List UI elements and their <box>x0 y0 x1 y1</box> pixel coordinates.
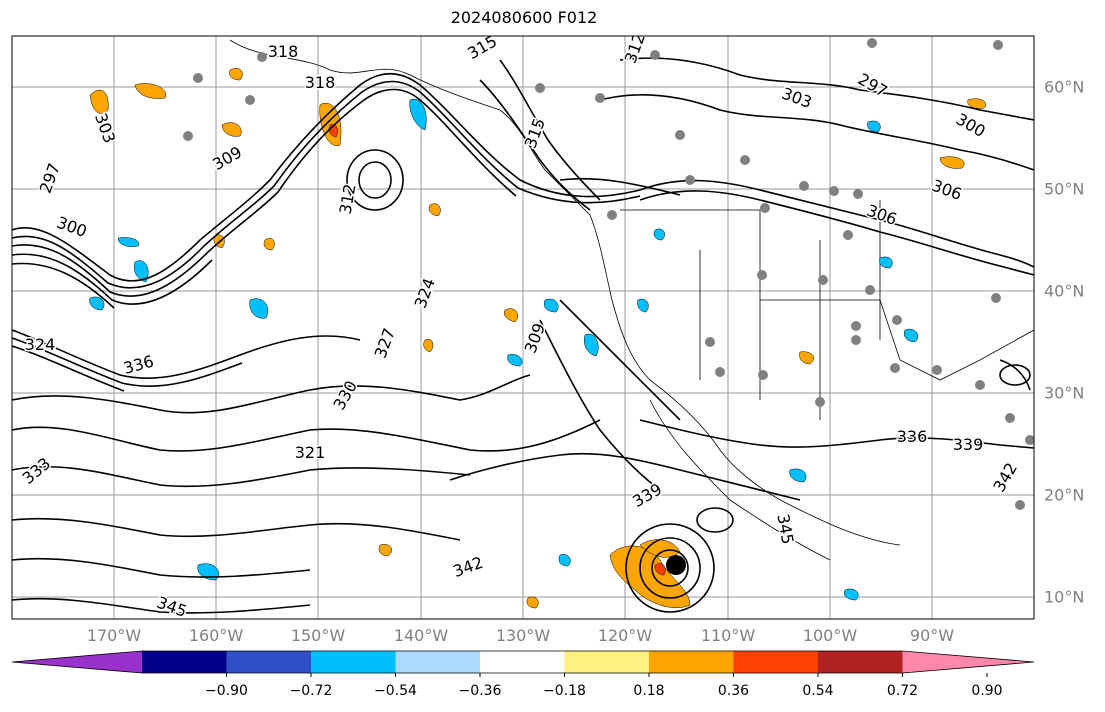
colorbar-tick-label: 0.72 <box>886 683 919 699</box>
colorbar-extend-min <box>12 651 142 673</box>
longitude-label: 150°W <box>290 626 346 645</box>
contour-label: 318 <box>305 73 336 92</box>
colorbar-segment <box>564 651 650 673</box>
latitude-label: 10°N <box>1044 587 1085 607</box>
longitude-label: 120°W <box>597 626 653 645</box>
contour-label: 345 <box>154 593 189 621</box>
colorbar-segment <box>480 651 565 673</box>
contour-label: 336 <box>897 427 928 446</box>
colorbar-outline <box>11 650 1035 674</box>
colorbar-segment <box>311 651 396 673</box>
plot-frame <box>11 35 1035 620</box>
colorbar-segment <box>733 651 819 673</box>
theta-contours <box>12 57 1034 614</box>
coastlines <box>229 39 1034 561</box>
colorbar-segment <box>649 651 734 673</box>
latitude-label: 60°N <box>1044 77 1085 97</box>
latitude-label: 30°N <box>1044 383 1085 403</box>
colorbar-segment <box>395 651 481 673</box>
colorbar-tick-label: −0.36 <box>458 683 502 699</box>
longitude-label: 160°W <box>188 626 244 645</box>
station-markers <box>183 38 1034 510</box>
contour-label: 339 <box>953 435 984 454</box>
colorbar-tick-label: 0.90 <box>971 683 1003 699</box>
colorbar-tick-label: −0.90 <box>205 683 248 699</box>
colorbar-segment <box>142 651 227 673</box>
colorbar-tick-label: 0.54 <box>802 683 834 699</box>
colorbar <box>11 650 1035 677</box>
longitude-label: 100°W <box>802 626 858 645</box>
colorbar-tick-label: 0.18 <box>633 683 665 699</box>
colorbar-segment <box>226 651 312 673</box>
latitude-label: 20°N <box>1044 485 1085 505</box>
longitude-label: 90°W <box>909 626 955 645</box>
colorbar-segment <box>818 651 903 673</box>
map-title: 2024080600 F012 <box>450 8 598 27</box>
longitude-label: 110°W <box>700 626 756 645</box>
latitude-label: 40°N <box>1044 281 1085 301</box>
shaded-regions <box>89 68 986 609</box>
longitude-label: 130°W <box>495 626 551 645</box>
contour-label: 321 <box>295 443 326 462</box>
latitude-label: 50°N <box>1044 179 1085 199</box>
colorbar-extend-max <box>902 651 1034 673</box>
colorbar-tick-label: 0.36 <box>717 683 750 699</box>
colorbar-tick-label: −0.54 <box>374 683 417 699</box>
contour-label: 318 <box>268 42 299 61</box>
colorbar-tick-label: −0.72 <box>289 683 333 699</box>
longitude-label: 170°W <box>86 626 142 645</box>
storm-marker <box>666 555 686 575</box>
longitude-label: 140°W <box>393 626 449 645</box>
colorbar-tick-label: −0.18 <box>543 683 586 699</box>
contour-label: 324 <box>25 335 56 354</box>
